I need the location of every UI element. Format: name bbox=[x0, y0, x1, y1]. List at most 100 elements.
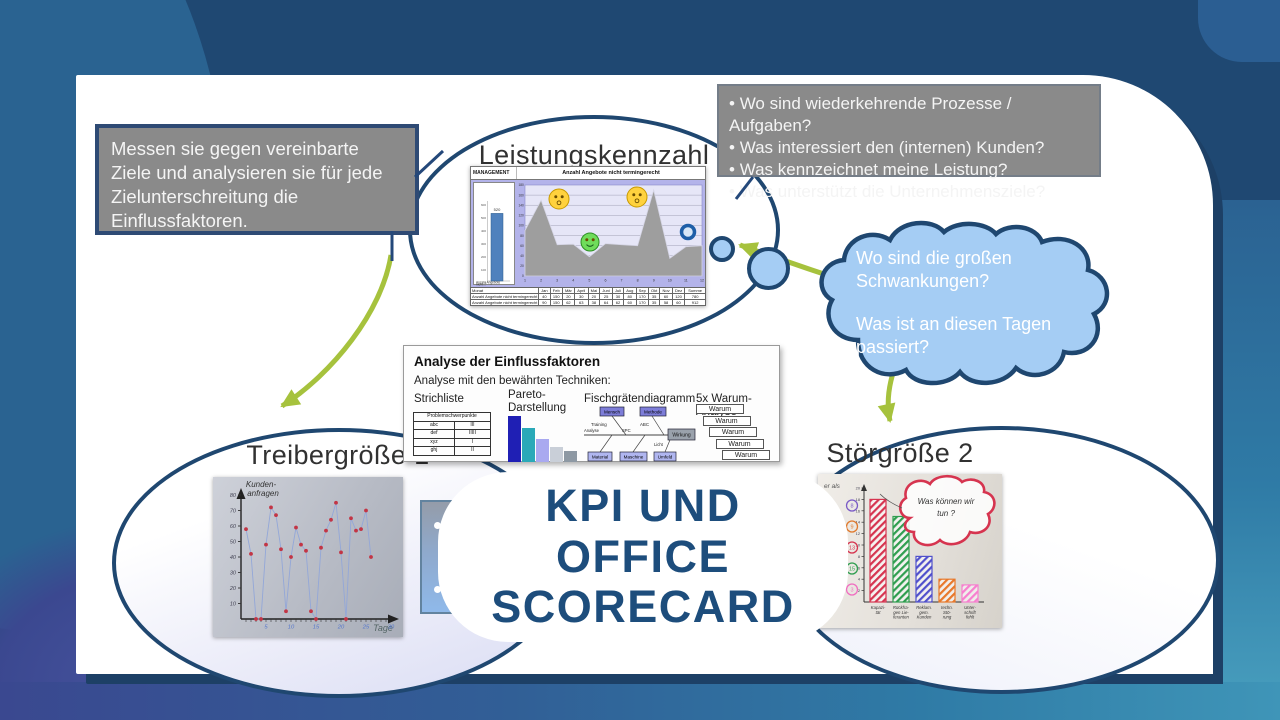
svg-text:6: 6 bbox=[858, 565, 860, 570]
svg-text:40: 40 bbox=[230, 555, 237, 561]
cloud-question-1: Wo sind die großen Schwankungen? bbox=[856, 248, 1012, 292]
kpi-area-panel: 0 20 40 60 80 100 120 140 160 180 1 2 3 4 5 6 7 8 9 10 11 12 bbox=[517, 182, 705, 285]
fishbone-label-maschine: Maschine bbox=[624, 455, 644, 460]
pareto-bars bbox=[508, 416, 584, 462]
strichliste-header: Problemschwerpunkte bbox=[413, 412, 491, 422]
fishbone-branch-analyse: Analyse bbox=[584, 428, 600, 433]
title-capsule: KPI UND OFFICE SCORECARD bbox=[438, 472, 848, 642]
fishbone-box-methode bbox=[639, 406, 667, 417]
kpi-table-value-cell: 912 bbox=[684, 299, 706, 306]
svg-text:Rückfra-: Rückfra- bbox=[893, 605, 910, 610]
fishbone-label-material: Material bbox=[592, 455, 608, 460]
svg-text:8: 8 bbox=[850, 504, 853, 510]
svg-text:60: 60 bbox=[230, 524, 237, 530]
svg-text:2: 2 bbox=[858, 588, 860, 593]
svg-text:10: 10 bbox=[856, 543, 861, 548]
svg-text:600: 600 bbox=[481, 203, 486, 207]
kpi-table-value-cell: 38 bbox=[587, 299, 601, 306]
tally-circle bbox=[845, 583, 859, 596]
fishbone-diagram: Mensch Methode Wirkung Material Maschine… bbox=[584, 406, 696, 462]
driver-data-point bbox=[319, 545, 323, 550]
strichliste-cell: IIIII bbox=[454, 429, 491, 439]
cloud-question-2: Was ist an diesen Tagen passiert? bbox=[856, 313, 1052, 358]
analysis-subtitle: Analyse mit den bewährten Techniken: bbox=[414, 375, 611, 387]
strichliste-cell: I bbox=[454, 437, 491, 447]
driver-data-point bbox=[259, 617, 263, 621]
svg-text:180: 180 bbox=[518, 183, 524, 187]
note-right-bullet: Was kennzeichnet meine Leistung? bbox=[729, 159, 1089, 181]
svg-text:6: 6 bbox=[604, 279, 606, 283]
analysis-box: Analyse der Einflussfaktoren Analyse mit… bbox=[403, 345, 780, 462]
svg-text:er als: er als bbox=[824, 483, 841, 490]
kpi-table-value-cell: 35 bbox=[647, 299, 661, 306]
bullet-dot bbox=[434, 586, 441, 593]
svg-text:8: 8 bbox=[637, 279, 639, 283]
note-right-bullet: Wo sind wiederkehrende Prozesse / Aufgab… bbox=[729, 93, 1089, 137]
kpi-table-row-label: Anzahl Angebote nicht termingerecht 2008 bbox=[470, 293, 539, 300]
fishbone-branch-training: Training bbox=[591, 422, 607, 427]
happy-smiley-icon bbox=[580, 232, 600, 252]
svg-text:tun ?: tun ? bbox=[937, 509, 955, 518]
svg-text:0: 0 bbox=[484, 281, 486, 285]
svg-text:fehlt: fehlt bbox=[966, 615, 975, 620]
svg-text:100: 100 bbox=[481, 268, 486, 272]
svg-text:70: 70 bbox=[230, 509, 237, 515]
tally-circle bbox=[845, 520, 859, 533]
svg-text:300: 300 bbox=[481, 242, 486, 246]
svg-text:techn.: techn. bbox=[941, 605, 953, 610]
svg-text:5: 5 bbox=[264, 625, 268, 631]
svg-text:Kunden: Kunden bbox=[917, 615, 932, 620]
driver-data-point bbox=[334, 500, 338, 505]
warum-box: Warum bbox=[709, 427, 757, 437]
driver-heading: Treibergröße 1 bbox=[246, 440, 430, 470]
fishbone-branch-spc: SPC bbox=[622, 428, 631, 433]
svg-text:15: 15 bbox=[313, 625, 320, 631]
fishbone-branch-licht: Licht bbox=[654, 442, 664, 447]
kpi-table-value-cell: 150 bbox=[549, 299, 563, 306]
driver-data-point bbox=[304, 548, 308, 553]
svg-text:Unter-: Unter- bbox=[964, 605, 976, 610]
note-right-bullet: Was interessiert den (internen) Kunden? bbox=[729, 137, 1089, 159]
driver-data-point bbox=[269, 505, 273, 510]
fishbone-label-umfeld: Umfeld bbox=[658, 455, 673, 460]
driver-scatter-chart: Kunden-anfragen Tage 10 20 30 40 50 60 70 80 5 10 15… bbox=[229, 480, 399, 633]
why-analysis-boxes: Warum Warum Warum Warum Warum bbox=[696, 404, 770, 462]
fishbone-branch-abc: ABC bbox=[640, 422, 649, 427]
red-cloud-shape bbox=[898, 474, 996, 547]
svg-text:15: 15 bbox=[849, 567, 855, 573]
kpi-mini-bar-panel: 600 500 400 300 200 100 0 520 Anzahl Angebote nic… bbox=[473, 182, 515, 287]
svg-text:13: 13 bbox=[849, 546, 855, 552]
driver-data-point bbox=[364, 508, 368, 513]
note-right-bullets: Wo sind wiederkehrende Prozesse / Aufgab… bbox=[729, 93, 1089, 203]
svg-text:Anzahl Angebote: Anzahl Angebote bbox=[476, 280, 500, 284]
background-bottom-band bbox=[0, 682, 1280, 720]
fishbone-box-material bbox=[587, 451, 613, 462]
disturbance-bar bbox=[869, 498, 887, 603]
svg-text:12: 12 bbox=[700, 279, 704, 283]
management-logo: MANAGEMENT bbox=[471, 167, 517, 179]
svg-text:40: 40 bbox=[520, 254, 524, 258]
svg-text:gen Lie-: gen Lie- bbox=[893, 610, 909, 615]
driver-data-point bbox=[359, 527, 363, 531]
driver-chart-photo: Kunden-anfragen Tage 10 20 30 40 50 60 70 80 5 10 15… bbox=[213, 477, 403, 637]
svg-text:140: 140 bbox=[518, 203, 524, 207]
svg-text:3: 3 bbox=[850, 588, 853, 594]
svg-text:20: 20 bbox=[856, 486, 861, 491]
background-right-band bbox=[1206, 200, 1280, 720]
svg-text:5: 5 bbox=[588, 279, 590, 283]
strichliste-cell: abc bbox=[413, 420, 455, 430]
warum-box: Warum bbox=[715, 438, 764, 449]
thought-bubble-large bbox=[747, 247, 790, 290]
svg-text:Kapazi-: Kapazi- bbox=[871, 605, 886, 610]
svg-text:50: 50 bbox=[230, 540, 237, 546]
bullet-dot bbox=[434, 522, 441, 529]
cloud-text: Wo sind die großen Schwankungen? Was ist… bbox=[856, 247, 1081, 379]
driver-data-point bbox=[329, 517, 333, 522]
kpi-chart-title: Anzahl Angebote nicht termingerecht bbox=[562, 170, 660, 176]
svg-text:4: 4 bbox=[572, 279, 574, 283]
svg-text:520: 520 bbox=[494, 207, 501, 212]
svg-text:60: 60 bbox=[520, 244, 524, 248]
tally-circle bbox=[845, 499, 859, 512]
strichliste-cell: xyz bbox=[413, 437, 455, 447]
disturbance-bar bbox=[915, 555, 933, 603]
